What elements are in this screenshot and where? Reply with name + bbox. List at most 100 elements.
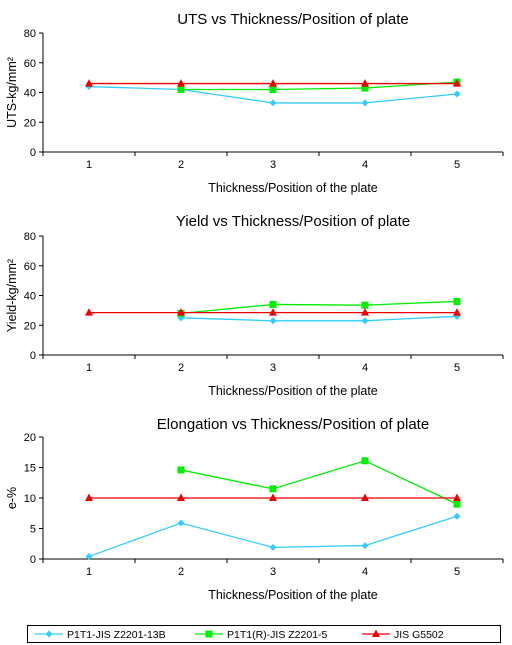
y-tick-label: 20 (24, 432, 36, 444)
chart-title: Yield vs Thickness/Position of plate (176, 213, 410, 230)
data-point (269, 99, 277, 107)
data-point (361, 301, 369, 309)
data-point (453, 512, 461, 520)
x-tick-label: 2 (178, 362, 184, 374)
x-tick-label: 2 (178, 566, 184, 578)
x-tick-label: 1 (86, 159, 92, 171)
series-2 (177, 457, 461, 508)
y-tick-label: 10 (24, 493, 36, 505)
series-line (180, 300, 458, 314)
y-tick-label: 60 (24, 261, 36, 273)
data-point (453, 308, 461, 316)
x-tick-label: 4 (362, 566, 368, 578)
y-tick-label: 0 (30, 147, 36, 159)
data-point (361, 493, 369, 501)
legend-swatch-marker (372, 629, 380, 637)
x-tick-label: 3 (270, 566, 276, 578)
data-point (361, 457, 369, 465)
x-tick-label: 5 (454, 566, 460, 578)
data-point (269, 308, 277, 316)
y-tick-label: 80 (24, 231, 36, 243)
data-point (85, 493, 93, 501)
x-tick-label: 3 (270, 159, 276, 171)
series-line (180, 460, 458, 505)
data-point (177, 79, 185, 87)
data-point (177, 86, 185, 94)
x-tick-label: 1 (86, 566, 92, 578)
series-1 (85, 512, 461, 561)
legend-swatch-marker (205, 630, 213, 638)
data-point (361, 79, 369, 87)
data-point (453, 500, 461, 508)
data-point (453, 79, 461, 87)
y-axis-label: e-% (5, 487, 19, 509)
legend: P1T1-JIS Z2201-13B P1T1(R)-JIS Z2201-5 JIS… (27, 625, 501, 643)
chart-title: Elongation vs Thickness/Position of plat… (157, 416, 429, 433)
legend-swatch-marker (45, 630, 53, 638)
y-axis-label: Yield-kg/mm² (5, 259, 19, 332)
data-point (177, 519, 185, 527)
legend-label: JIS G5502 (394, 629, 444, 641)
legend-label: P1T1(R)-JIS Z2201-5 (227, 629, 328, 641)
data-point (85, 79, 93, 87)
data-point (85, 308, 93, 316)
series-3 (85, 79, 461, 87)
data-point (269, 485, 277, 493)
data-point (269, 300, 277, 308)
y-tick-label: 20 (24, 320, 36, 332)
data-point (269, 79, 277, 87)
legend-entry: P1T1-JIS Z2201-13B (35, 629, 166, 641)
data-point (269, 543, 277, 551)
data-point (361, 99, 369, 107)
data-point (269, 317, 277, 325)
series-3 (85, 308, 461, 316)
y-tick-label: 0 (30, 554, 36, 566)
data-point (361, 308, 369, 316)
y-tick-label: 40 (24, 88, 36, 100)
x-tick-label: 1 (86, 362, 92, 374)
data-point (361, 542, 369, 550)
series-2 (177, 297, 461, 317)
chart-title: UTS vs Thickness/Position of plate (177, 11, 409, 28)
legend-entry: JIS G5502 (362, 629, 444, 641)
series-1 (177, 312, 461, 325)
chart-panel-1: UTS vs Thickness/Position of plate 0 20 40 6… (5, 11, 504, 195)
x-axis-label: Thickness/Position of the plate (208, 588, 378, 602)
y-tick-label: 5 (30, 524, 36, 536)
series-3 (85, 493, 461, 501)
x-tick-label: 4 (362, 362, 368, 374)
x-tick-label: 2 (178, 159, 184, 171)
y-tick-label: 80 (24, 28, 36, 40)
data-point (361, 84, 369, 92)
y-tick-label: 20 (24, 117, 36, 129)
y-tick-label: 40 (24, 291, 36, 303)
data-point (269, 86, 277, 94)
data-point (177, 493, 185, 501)
y-tick-label: 0 (30, 350, 36, 362)
legend-box (27, 625, 501, 643)
data-point (85, 553, 93, 561)
x-tick-label: 3 (270, 362, 276, 374)
x-tick-label: 5 (454, 362, 460, 374)
chart-panel-2: Yield vs Thickness/Position of plate 0 20 4… (5, 213, 504, 398)
data-point (361, 317, 369, 325)
data-point (177, 308, 185, 316)
data-point (177, 466, 185, 474)
data-point (269, 493, 277, 501)
data-point (453, 297, 461, 305)
legend-label: P1T1-JIS Z2201-13B (67, 629, 166, 641)
chart-panel-3: Elongation vs Thickness/Position of plat… (5, 416, 504, 602)
series-line (181, 81, 458, 91)
y-tick-label: 60 (24, 58, 36, 70)
series-line (180, 315, 458, 322)
data-point (453, 493, 461, 501)
x-tick-label: 5 (454, 159, 460, 171)
y-axis-label: UTS-kg/mm² (5, 57, 19, 128)
series-2 (177, 78, 461, 94)
x-tick-label: 4 (362, 159, 368, 171)
x-axis-label: Thickness/Position of the plate (208, 384, 378, 398)
x-axis-label: Thickness/Position of the plate (208, 181, 378, 195)
legend-entry: P1T1(R)-JIS Z2201-5 (195, 629, 328, 641)
data-point (453, 90, 461, 98)
